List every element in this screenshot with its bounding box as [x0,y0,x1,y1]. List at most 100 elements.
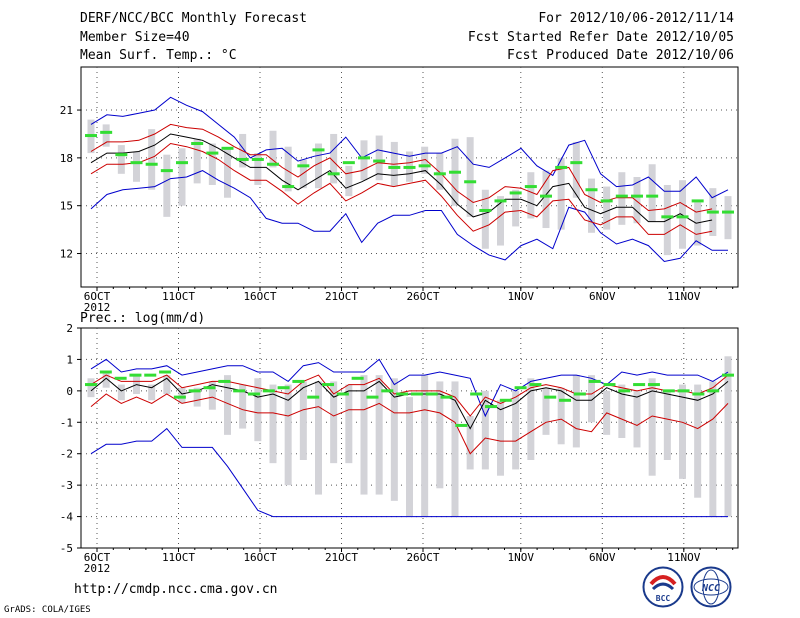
precip-member-marker [425,392,438,396]
temp-member-marker [509,191,522,195]
temp-member-box [163,154,171,217]
precip-member-box [542,387,550,435]
temp-xtick-label: 11NOV [667,290,700,303]
precip-member-marker [144,373,157,377]
precip-member-marker [262,389,275,393]
temp-xtick-label: 6OCT [84,290,111,303]
temp-member-marker [221,146,234,150]
bcc-logo-text: BCC [656,594,671,603]
precip-ytick-label: -4 [60,511,74,524]
temp-member-box [648,164,656,222]
precip-member-marker [247,392,260,396]
precip-member-box [163,375,171,394]
precip-member-marker [381,389,394,393]
precip-member-box [709,381,717,517]
temp-member-marker [661,215,674,219]
temp-member-marker [160,169,173,173]
temp-member-marker [297,164,310,168]
precip-ytick-label: 0 [66,385,73,398]
precip-member-box [679,384,686,479]
precip-series-p75 [90,374,729,417]
precip-member-marker [484,405,497,409]
temp-member-box [345,165,353,197]
precip-member-marker [410,392,423,396]
temp-member-marker [722,210,734,214]
grads-credit: GrADS: COLA/IGES [4,605,91,615]
precip-member-box [694,384,702,498]
temp-member-marker [433,172,446,176]
temp-member-box [557,157,565,230]
temp-member-marker [312,148,325,152]
temp-member-box [193,138,201,184]
temp-member-marker [282,185,295,189]
temp-member-box [542,170,550,229]
precip-member-marker [173,395,186,399]
temp-member-box [497,196,504,246]
precip-member-box [527,378,535,460]
temp-member-box [148,129,156,190]
temp-member-marker [342,161,355,165]
precip-member-marker [707,389,720,393]
precip-member-box [497,400,504,476]
precip-series-max [90,358,729,418]
temp-member-box [208,143,216,185]
precip-member-box [315,381,322,495]
precip-member-marker [677,389,690,393]
temp-member-marker [267,162,279,166]
precip-member-marker [159,370,172,374]
temp-member-box [481,189,489,249]
temp-member-marker [206,151,219,155]
precip-member-marker [233,389,246,393]
precip-member-marker [692,392,705,396]
precip-year-label: 2012 [84,562,111,575]
temp-member-box [588,178,595,233]
temp-member-marker [631,194,643,198]
precip-plot-frame [80,327,739,549]
temp-member-marker [615,194,628,198]
temp-member-box [633,177,641,224]
forecast-start-date-label: Fcst Started Refer Date 2012/10/05 [467,30,734,45]
temp-member-marker [100,130,113,134]
temp-member-box [330,133,338,184]
precip-xtick-label: 16OCT [243,551,276,564]
temp-member-marker [449,170,461,174]
precip-member-marker [559,398,572,402]
precip-member-box [284,384,292,486]
precip-member-marker [647,383,660,387]
temp-member-marker [494,199,507,203]
precip-member-marker [99,370,112,374]
bcc-logo: BCC [642,566,684,608]
temp-member-box [436,153,444,190]
temp-member-marker [85,134,97,138]
precip-xtick-label: 6OCT [84,551,111,564]
precip-member-marker [129,373,142,377]
precip-member-marker [322,383,335,387]
precip-member-marker [529,383,542,387]
precip-member-box [481,390,489,470]
precip-member-marker [85,383,97,387]
temp-member-box [421,146,429,174]
precip-member-marker [218,379,231,383]
temp-member-marker [464,180,477,184]
source-url[interactable]: http://cmdp.ncc.cma.gov.cn [74,582,278,597]
precip-ytick-label: -3 [60,479,73,492]
precip-member-marker [470,392,483,396]
temp-member-box [679,180,686,249]
precip-member-marker [633,383,646,387]
temp-member-marker [570,161,583,165]
temp-plot-frame [80,66,739,288]
precip-member-marker [618,389,631,393]
precip-member-box [588,375,595,423]
precip-member-box [254,378,262,442]
temp-member-marker [646,194,659,198]
temp-member-marker [600,199,613,203]
precip-member-box [512,390,520,470]
temp-member-marker [524,185,537,189]
temperature-chart: 12 15 18 21 6OCT 11OCT 16OCT 21OCT 26OCT 1NOV 6NOV… [60,66,739,314]
precip-member-box [87,378,95,398]
precip-member-box [193,387,201,407]
temp-xtick-label: 16OCT [243,290,276,303]
temp-member-marker [115,153,128,157]
precip-member-box [330,381,338,464]
precip-member-box [618,384,626,438]
